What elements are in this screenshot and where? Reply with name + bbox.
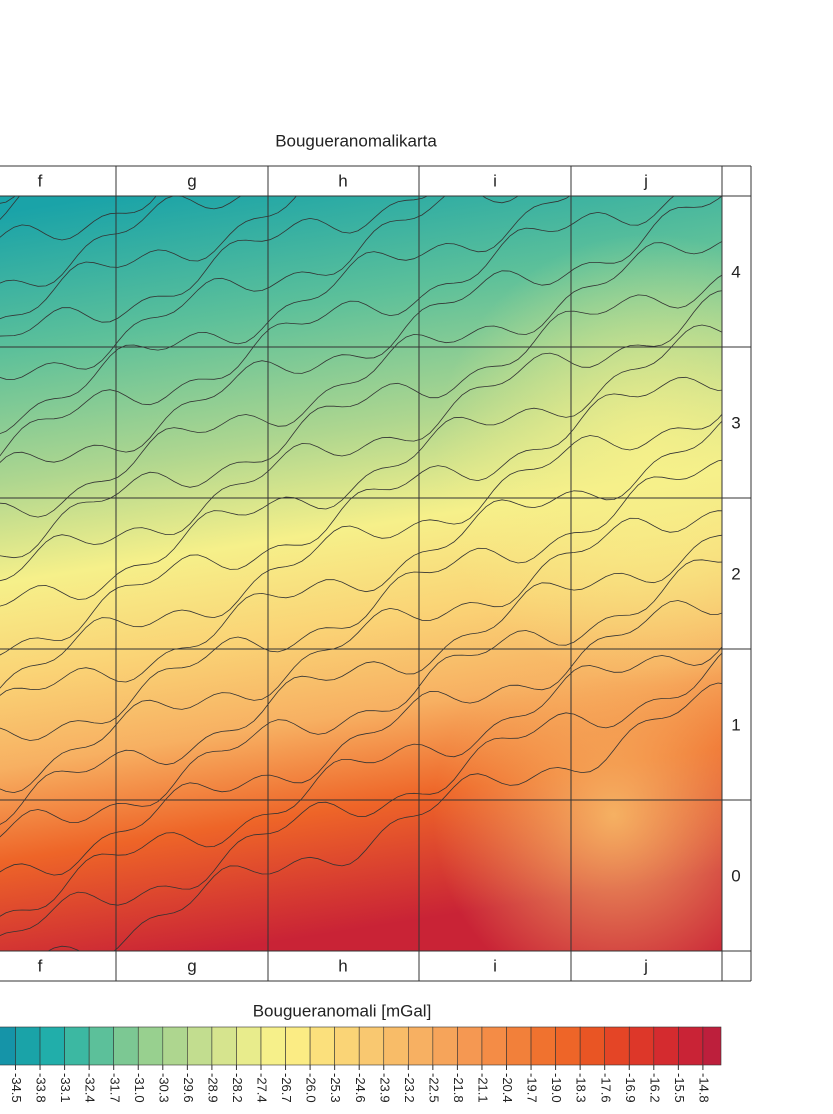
legend-swatch <box>482 1027 507 1065</box>
legend-level: -24.6 <box>353 1073 368 1103</box>
legend-level: -29.6 <box>181 1073 196 1103</box>
legend-level: -27.4 <box>255 1073 270 1103</box>
legend-level: -15.5 <box>672 1073 687 1103</box>
legend-swatch <box>678 1027 703 1065</box>
legend-level: -31.0 <box>132 1073 147 1103</box>
legend-swatch <box>40 1027 65 1065</box>
legend-swatch <box>16 1027 41 1065</box>
contour-line <box>0 0 726 204</box>
legend-level: -21.1 <box>476 1073 491 1103</box>
legend-level: -28.2 <box>230 1073 245 1103</box>
column-label: h <box>338 956 347 975</box>
legend-swatch <box>703 1027 721 1065</box>
map-title: Bougueranomalikarta <box>275 131 437 150</box>
legend-swatch <box>236 1027 261 1065</box>
legend-level: -16.9 <box>623 1073 638 1103</box>
legend-swatch <box>408 1027 433 1065</box>
row-label: 0 <box>731 866 740 885</box>
column-label: i <box>493 171 497 190</box>
legend-swatch <box>310 1027 335 1065</box>
legend-swatch <box>261 1027 286 1065</box>
legend-swatch <box>163 1027 188 1065</box>
column-label: j <box>643 171 648 190</box>
legend-level: -31.7 <box>107 1073 122 1103</box>
legend-swatch <box>629 1027 654 1065</box>
legend-swatch <box>507 1027 532 1065</box>
legend-title: Bougueranomali [mGal] <box>253 1001 432 1020</box>
legend-level: -17.6 <box>598 1073 613 1103</box>
map-page: Bougueranomalikarta f f g g h h i i j j 4 3 2 1 0 Boug… <box>0 0 833 1114</box>
legend-level: -28.9 <box>205 1073 220 1103</box>
legend-level: -25.3 <box>328 1073 343 1103</box>
contour-line <box>0 0 726 228</box>
legend-level: -20.4 <box>500 1073 515 1103</box>
legend-swatch <box>457 1027 482 1065</box>
row-label: 4 <box>731 262 740 281</box>
column-label: j <box>643 956 648 975</box>
legend: -34.5 -33.8 -33.1 -32.4 -31.7 -31.0 -30.3 -29.6… <box>0 1027 721 1103</box>
legend-swatch <box>556 1027 581 1065</box>
legend-level: -21.8 <box>451 1073 466 1103</box>
legend-level: -30.3 <box>156 1073 171 1103</box>
column-label: g <box>187 171 196 190</box>
legend-swatch <box>89 1027 114 1065</box>
legend-level: -34.5 <box>9 1073 24 1103</box>
legend-swatch <box>286 1027 311 1065</box>
column-label: h <box>338 171 347 190</box>
legend-level: -26.0 <box>304 1073 319 1103</box>
legend-swatch <box>384 1027 409 1065</box>
legend-level: -19.7 <box>525 1073 540 1103</box>
legend-swatch <box>359 1027 384 1065</box>
column-label: i <box>493 956 497 975</box>
column-label: g <box>187 956 196 975</box>
legend-level: -23.2 <box>402 1073 417 1103</box>
column-label: f <box>38 956 43 975</box>
legend-level: -23.9 <box>377 1073 392 1103</box>
legend-level: -14.8 <box>696 1073 711 1103</box>
legend-level: -19.0 <box>549 1073 564 1103</box>
legend-swatch <box>433 1027 458 1065</box>
legend-swatch <box>187 1027 212 1065</box>
legend-swatch <box>212 1027 237 1065</box>
legend-swatch <box>65 1027 90 1065</box>
legend-swatch <box>138 1027 163 1065</box>
legend-level: -18.3 <box>574 1073 589 1103</box>
legend-level: -33.1 <box>58 1073 73 1103</box>
legend-level: -33.8 <box>34 1073 49 1103</box>
legend-swatch <box>531 1027 556 1065</box>
row-label: 1 <box>731 715 740 734</box>
legend-level: -22.5 <box>426 1073 441 1103</box>
column-label: f <box>38 171 43 190</box>
legend-swatch <box>335 1027 360 1065</box>
row-label: 3 <box>731 413 740 432</box>
legend-level: -16.2 <box>647 1073 662 1103</box>
legend-level: -26.7 <box>279 1073 294 1103</box>
legend-swatch <box>654 1027 679 1065</box>
legend-swatch <box>114 1027 139 1065</box>
legend-swatch <box>580 1027 605 1065</box>
legend-swatch <box>605 1027 630 1065</box>
row-label: 2 <box>731 564 740 583</box>
legend-level: -32.4 <box>83 1073 98 1103</box>
legend-swatch <box>0 1027 16 1065</box>
